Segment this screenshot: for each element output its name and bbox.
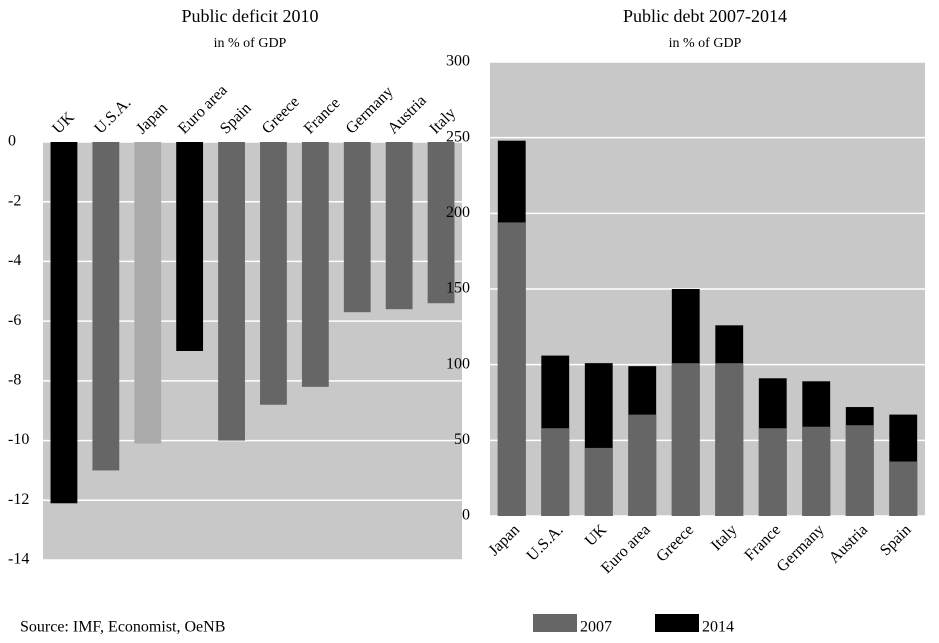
chart-title: Public deficit 2010 <box>182 6 319 26</box>
y-tick-label: 0 <box>8 133 16 150</box>
x-tick-label: Germany <box>774 521 828 575</box>
bar <box>427 142 455 304</box>
y-tick-label: -12 <box>8 491 29 508</box>
bar <box>845 425 874 516</box>
chart-subtitle: in % of GDP <box>669 36 742 51</box>
y-tick-label: 200 <box>446 204 470 221</box>
x-tick-label: Greece <box>259 93 303 137</box>
x-tick-label: France <box>301 95 344 138</box>
x-tick-label: Japan <box>485 521 523 559</box>
x-tick-label: Greece <box>653 521 697 565</box>
x-tick-label: Austria <box>826 521 871 566</box>
x-tick-label: UK <box>582 521 611 550</box>
bar <box>50 142 78 504</box>
bar <box>497 222 526 516</box>
y-tick-label: 250 <box>446 128 470 145</box>
bar <box>889 461 918 516</box>
legend-label: 2007 <box>580 619 612 636</box>
y-tick-label: -4 <box>8 252 21 269</box>
bar <box>584 447 613 516</box>
y-tick-label: -10 <box>8 431 29 448</box>
y-tick-label: 0 <box>462 507 470 524</box>
bar <box>176 142 204 351</box>
x-tick-label: U.S.A. <box>524 521 567 564</box>
bar <box>92 142 120 471</box>
y-tick-label: 300 <box>446 53 470 70</box>
x-tick-label: Italy <box>708 521 741 554</box>
y-tick-label: -2 <box>8 192 21 209</box>
x-tick-label: Spain <box>217 100 255 138</box>
x-tick-label: UK <box>49 109 78 138</box>
bar <box>628 414 657 516</box>
y-tick-label: -6 <box>8 312 21 329</box>
legend-label: 2014 <box>702 619 734 636</box>
legend-swatch <box>655 614 699 632</box>
chart-subtitle: in % of GDP <box>214 36 287 51</box>
bar <box>758 428 787 516</box>
x-tick-label: Spain <box>877 521 915 559</box>
bar <box>802 426 831 516</box>
bar <box>671 363 700 516</box>
bar <box>218 142 245 441</box>
y-tick-label: -8 <box>8 372 21 389</box>
bar <box>134 142 162 444</box>
y-tick-label: 50 <box>454 431 470 448</box>
y-tick-label: 150 <box>446 280 470 297</box>
y-tick-label: 100 <box>446 355 470 372</box>
bar <box>343 142 371 313</box>
source-note: Source: IMF, Economist, OeNB <box>20 619 225 636</box>
bar <box>385 142 413 310</box>
bar <box>301 142 329 387</box>
x-tick-label: France <box>741 521 784 564</box>
chart-title: Public debt 2007-2014 <box>623 6 787 26</box>
bar <box>715 363 744 516</box>
bar <box>541 428 570 516</box>
y-tick-label: -14 <box>8 551 29 568</box>
bar <box>260 142 287 405</box>
x-tick-label: Japan <box>133 100 171 138</box>
x-tick-label: U.S.A. <box>91 94 134 137</box>
legend-swatch <box>533 614 577 632</box>
